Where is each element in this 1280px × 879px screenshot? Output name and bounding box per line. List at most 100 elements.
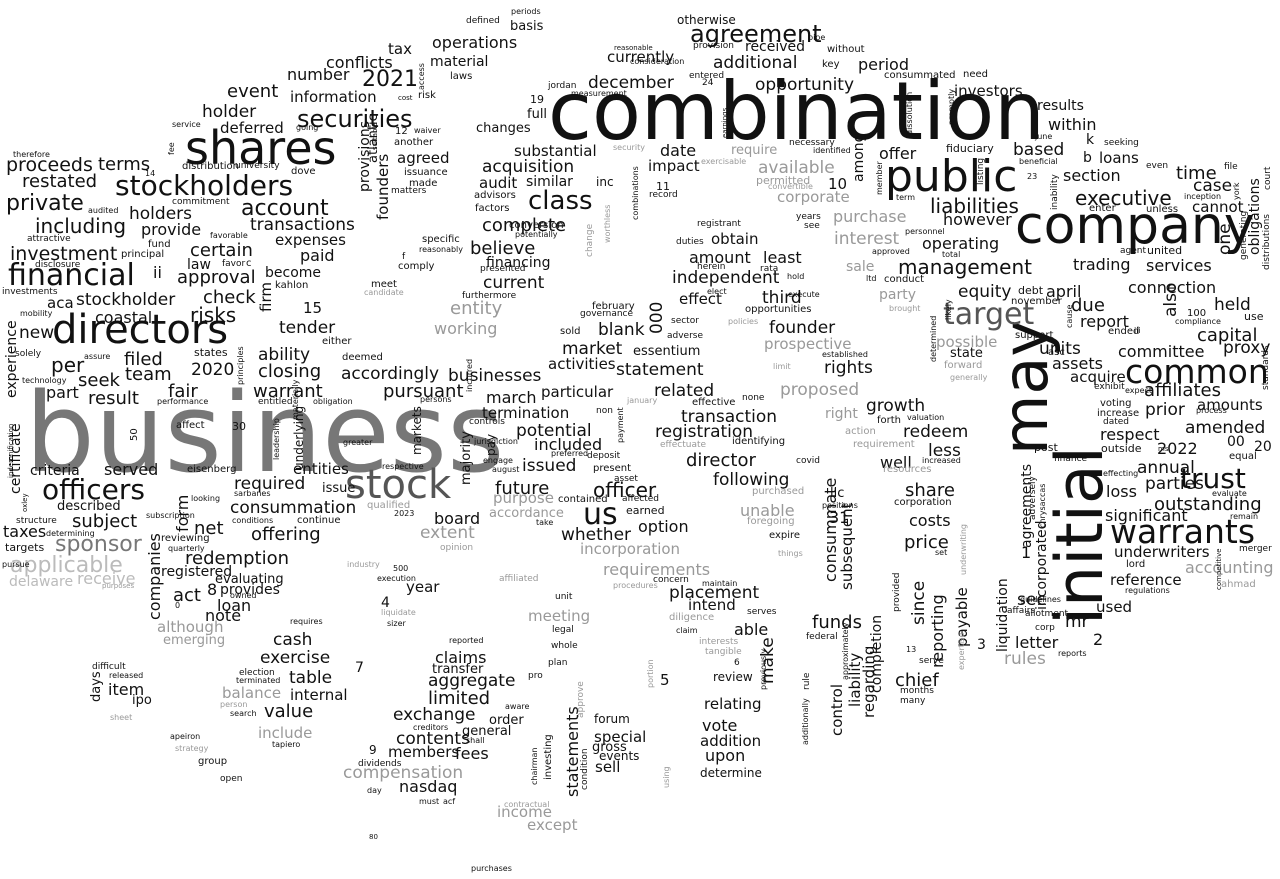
cloud-word: commitment xyxy=(172,197,230,207)
cloud-word: emerging xyxy=(163,633,226,648)
cloud-word: 000 xyxy=(647,301,667,334)
cloud-word: check xyxy=(203,287,256,308)
cloud-word: previously xyxy=(759,648,768,690)
cloud-word: asset xyxy=(614,474,638,484)
cloud-word: proxy xyxy=(1223,338,1271,358)
cloud-word: rights xyxy=(824,358,873,378)
cloud-word: outside xyxy=(1101,442,1142,455)
cloud-word: apeiron xyxy=(170,732,201,741)
cloud-word: approval xyxy=(177,267,256,288)
cloud-word: redeem xyxy=(903,422,969,442)
cloud-word: loss xyxy=(1106,482,1137,501)
cloud-word: governance xyxy=(580,309,634,319)
cloud-word: filed xyxy=(124,349,163,370)
cloud-word: purposes xyxy=(102,582,135,590)
cloud-word: termination xyxy=(482,404,570,422)
cloud-word: june xyxy=(1035,132,1053,141)
cloud-word: founder xyxy=(769,318,836,338)
cloud-word: acquisition xyxy=(482,157,575,177)
cloud-word: accordingly xyxy=(341,364,440,384)
cloud-word: take xyxy=(536,518,554,527)
cloud-word: significant xyxy=(1105,506,1188,525)
cloud-word: continue xyxy=(297,515,341,526)
cloud-word: liabilities xyxy=(930,194,1019,218)
cloud-word: hold xyxy=(787,272,805,281)
cloud-word: whole xyxy=(551,641,578,651)
cloud-word: least xyxy=(763,248,802,267)
cloud-word: table xyxy=(289,668,333,688)
cloud-word: legal xyxy=(552,625,574,635)
cloud-word: generating xyxy=(1239,210,1249,260)
cloud-word: securities xyxy=(297,105,413,133)
cloud-word: additional xyxy=(713,53,798,73)
cloud-word: affairs xyxy=(1007,606,1036,616)
cloud-word: operations xyxy=(432,33,518,52)
cloud-word: shares xyxy=(185,121,337,175)
cloud-word: agent xyxy=(1120,246,1146,256)
cloud-word: principal xyxy=(121,249,165,260)
cloud-word: liquidate xyxy=(381,608,416,617)
cloud-word: result xyxy=(88,388,139,409)
cloud-word: determining xyxy=(46,529,95,538)
cloud-word: adversely xyxy=(1028,476,1038,520)
cloud-word: 7 xyxy=(355,660,364,676)
cloud-word: registered xyxy=(161,564,233,580)
cloud-word: determined xyxy=(929,315,938,362)
cloud-word: trust xyxy=(1180,462,1246,495)
cloud-word: obligation xyxy=(313,397,353,406)
cloud-word: closing xyxy=(258,361,322,382)
cloud-word: herein xyxy=(697,262,726,272)
cloud-word: unless xyxy=(1146,204,1179,215)
cloud-word: part xyxy=(46,383,79,402)
cloud-word: 80 xyxy=(369,833,378,841)
cloud-word: including xyxy=(35,214,127,238)
cloud-word: serve xyxy=(919,656,944,666)
cloud-word: 20 xyxy=(1254,439,1272,455)
cloud-word: effect xyxy=(679,290,722,308)
cloud-word: companies xyxy=(145,533,164,620)
cloud-word: underwriters xyxy=(1114,543,1210,561)
cloud-word: combination xyxy=(548,65,1045,158)
cloud-word: measurement xyxy=(571,89,627,98)
cloud-word: incorporation xyxy=(580,540,681,558)
cloud-word: key xyxy=(822,59,840,70)
cloud-word: sector xyxy=(671,316,699,326)
cloud-word: 30 xyxy=(232,420,246,433)
cloud-word: permitted xyxy=(756,174,811,187)
cloud-word: owned xyxy=(230,591,257,600)
cloud-word: structure xyxy=(16,516,57,526)
cloud-word: reviewing xyxy=(161,533,210,544)
cloud-word: matters xyxy=(391,186,427,196)
cloud-word: support xyxy=(1015,330,1054,341)
cloud-word: risks xyxy=(190,303,237,327)
cloud-word: record xyxy=(649,190,678,200)
cloud-word: seek xyxy=(78,370,120,391)
cloud-word: one xyxy=(1215,223,1235,255)
cloud-word: finance xyxy=(1054,454,1088,464)
cloud-word: defined xyxy=(466,16,500,26)
cloud-word: condition xyxy=(580,748,590,790)
cloud-word: beneficial xyxy=(1019,157,1058,166)
cloud-word: personnel xyxy=(905,227,945,236)
cloud-word: term xyxy=(896,193,915,202)
cloud-word: cannot xyxy=(1192,198,1244,216)
cloud-word: york xyxy=(1232,182,1241,200)
cloud-word: basis xyxy=(510,19,544,34)
cloud-word: inability xyxy=(1050,174,1060,210)
cloud-word: 2022 xyxy=(1157,439,1198,458)
cloud-word: case xyxy=(1193,176,1233,196)
cloud-word: costs xyxy=(909,511,951,530)
cloud-word: assets xyxy=(1052,354,1103,373)
cloud-word: risk xyxy=(418,90,436,101)
cloud-word: acf xyxy=(443,797,456,806)
cloud-word: option xyxy=(638,517,689,536)
cloud-word: forum xyxy=(594,712,630,726)
cloud-word: net xyxy=(194,518,224,539)
cloud-word: approximately xyxy=(841,622,850,681)
cloud-word: many xyxy=(900,696,926,706)
cloud-word: identified xyxy=(813,146,851,155)
cloud-word: expect xyxy=(1125,386,1153,395)
cloud-word: another xyxy=(394,137,434,148)
cloud-word: capital xyxy=(1197,325,1258,346)
cloud-word: years xyxy=(796,212,821,222)
